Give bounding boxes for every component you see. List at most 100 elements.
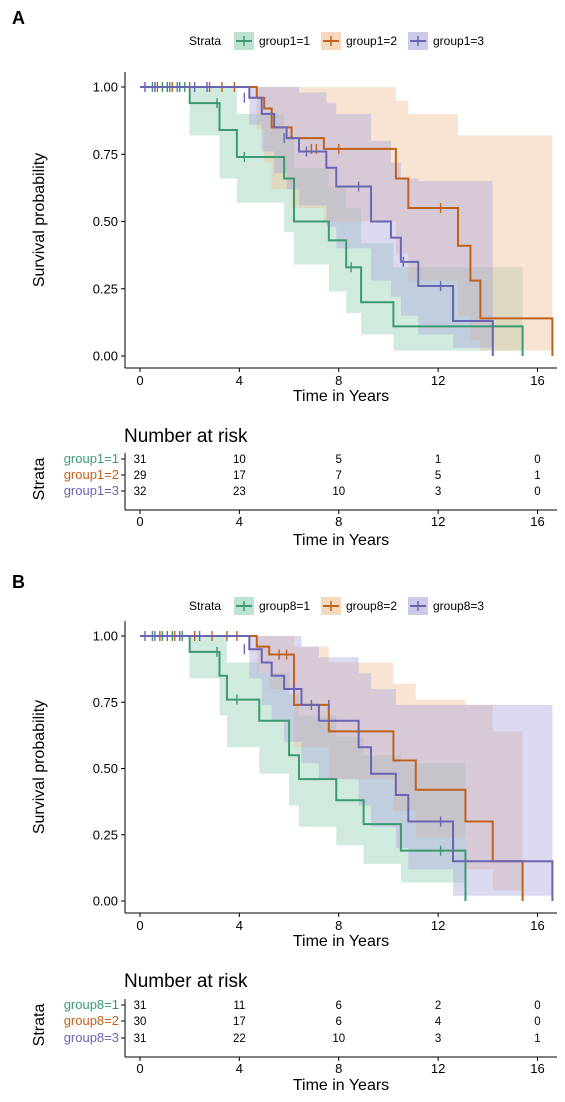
confidence-band-1 [140, 87, 523, 356]
risk-row-label: group8=2 [64, 1013, 119, 1028]
risk-x-tick-label: 4 [236, 514, 243, 529]
risk-row-label: group1=3 [64, 483, 119, 498]
legend: Strata group1=1 group1=2 group1=3 [189, 32, 484, 50]
risk-count: 10 [332, 486, 345, 498]
risk-table-title: Number at risk [124, 426, 248, 447]
risk-count: 0 [534, 1016, 540, 1028]
risk-count: 5 [336, 454, 342, 466]
x-tick-label: 0 [136, 918, 143, 933]
y-tick-label: 1.00 [93, 80, 118, 95]
legend-label: group8=3 [433, 599, 484, 613]
x-axis-title: Time in Years [293, 933, 389, 950]
risk-x-axis-title: Time in Years [293, 532, 389, 549]
risk-count: 5 [435, 470, 441, 482]
x-tick-label: 16 [530, 918, 544, 933]
risk-row-label: group1=1 [64, 451, 119, 466]
legend-label: group1=3 [433, 34, 484, 48]
x-tick-label: 0 [136, 373, 143, 388]
confidence-band-3 [140, 87, 493, 356]
y-tick-label: 1.00 [93, 629, 118, 644]
risk-count: 17 [233, 470, 246, 482]
x-tick-label: 8 [335, 918, 342, 933]
risk-x-tick-label: 4 [236, 1061, 243, 1076]
y-axis-title: Survival probability [31, 700, 48, 834]
risk-y-axis-title: Strata [31, 458, 48, 501]
risk-count: 6 [336, 1016, 342, 1028]
risk-count: 0 [534, 1000, 540, 1012]
legend-key-2 [321, 32, 341, 50]
x-tick-label: 12 [431, 918, 445, 933]
risk-count: 23 [233, 486, 246, 498]
x-axis-title: Time in Years [293, 388, 389, 405]
survival-curve-1 [140, 635, 467, 901]
risk-count: 31 [134, 454, 147, 466]
y-axis-title: Survival probability [31, 153, 48, 287]
survival-curve-1 [140, 86, 524, 356]
survival-curve-2 [140, 86, 554, 356]
x-tick-label: 4 [236, 918, 243, 933]
risk-table-title: Number at risk [124, 971, 248, 992]
y-tick-label: 0.50 [93, 761, 118, 776]
risk-y-axis-title: Strata [31, 1004, 48, 1047]
risk-count: 4 [435, 1016, 442, 1028]
risk-count: 1 [534, 470, 540, 482]
y-tick-label: 0.00 [93, 894, 118, 909]
risk-x-tick-label: 12 [431, 1061, 445, 1076]
survival-plot: 0.00 0.25 0.50 0.75 1.00 0 4 8 12 16 Time in Years… [31, 621, 557, 950]
legend-title: Strata [189, 34, 221, 48]
confidence-band-1 [140, 636, 466, 901]
x-tick-label: 4 [236, 373, 243, 388]
risk-x-tick-label: 8 [335, 514, 342, 529]
risk-count: 1 [435, 454, 441, 466]
risk-x-tick-label: 16 [530, 514, 544, 529]
risk-count: 11 [233, 1000, 245, 1012]
y-tick-label: 0.50 [93, 214, 118, 229]
legend-label: group1=2 [346, 34, 397, 48]
confidence-band-2 [140, 87, 553, 356]
risk-count: 0 [534, 486, 540, 498]
panel-letter: A [12, 8, 25, 28]
confidence-band-3 [140, 636, 553, 901]
y-tick-label: 0.75 [93, 147, 118, 162]
risk-count: 1 [534, 1033, 540, 1045]
risk-count: 22 [233, 1033, 246, 1045]
legend-label: group8=1 [259, 599, 310, 613]
confidence-band-2 [140, 636, 523, 901]
legend-label: group1=1 [259, 34, 310, 48]
survival-curve-2 [140, 635, 524, 901]
x-tick-label: 16 [530, 373, 544, 388]
risk-x-tick-label: 12 [431, 514, 445, 529]
risk-x-tick-label: 0 [136, 514, 143, 529]
risk-count: 3 [435, 1033, 441, 1045]
risk-count: 32 [134, 486, 147, 498]
survival-plot: 0.00 0.25 0.50 0.75 1.00 0 4 8 12 16 Time in Years… [31, 72, 557, 405]
risk-count: 10 [233, 454, 246, 466]
risk-x-tick-label: 0 [136, 1061, 143, 1076]
risk-count: 29 [134, 470, 147, 482]
x-tick-label: 12 [431, 373, 445, 388]
risk-count: 31 [134, 1033, 147, 1045]
risk-count: 7 [336, 470, 342, 482]
risk-x-tick-label: 8 [335, 1061, 342, 1076]
x-tick-label: 8 [335, 373, 342, 388]
risk-count: 0 [534, 454, 540, 466]
legend-label: group8=2 [346, 599, 397, 613]
legend-key-1 [234, 32, 254, 50]
survival-curve-3 [140, 635, 554, 901]
risk-row-label: group8=3 [64, 1030, 119, 1045]
y-tick-label: 0.75 [93, 695, 118, 710]
risk-count: 10 [332, 1033, 345, 1045]
legend-key-1 [234, 597, 254, 615]
y-tick-label: 0.25 [93, 827, 118, 842]
risk-row-label: group1=2 [64, 467, 119, 482]
risk-count: 31 [134, 1000, 147, 1012]
panel-letter: B [12, 572, 25, 592]
legend-key-3 [408, 32, 428, 50]
legend-title: Strata [189, 599, 221, 613]
legend-key-3 [408, 597, 428, 615]
risk-count: 3 [435, 486, 441, 498]
